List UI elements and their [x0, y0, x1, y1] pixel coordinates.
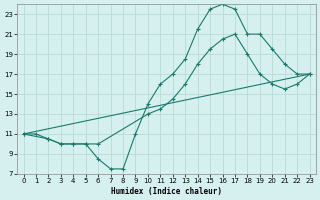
X-axis label: Humidex (Indice chaleur): Humidex (Indice chaleur) [111, 187, 222, 196]
